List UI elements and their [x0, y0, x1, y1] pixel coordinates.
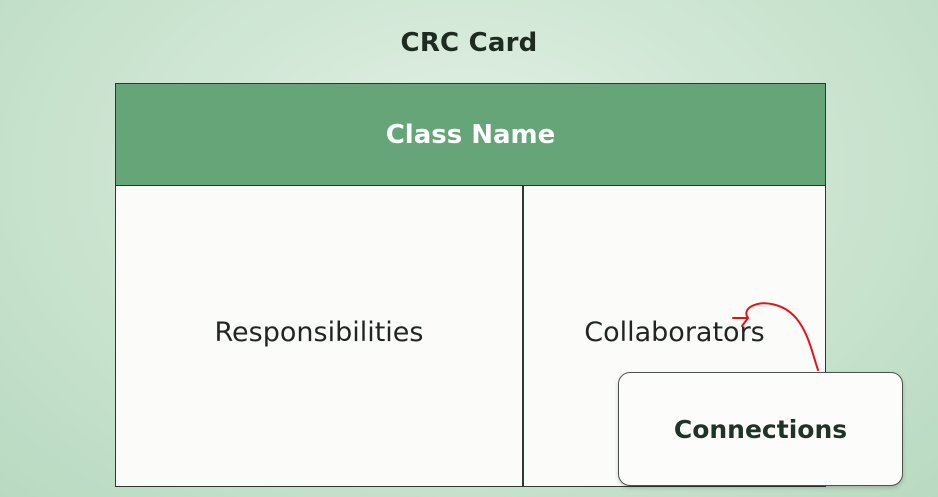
connections-callout: Connections: [618, 372, 903, 486]
crc-card: Class Name Responsibilities Collaborator…: [115, 83, 826, 487]
column-divider: [522, 186, 524, 486]
responsibilities-section: Responsibilities: [116, 186, 522, 486]
class-name-header: Class Name: [116, 84, 825, 186]
connections-label: Connections: [673, 414, 848, 444]
collaborators-label: Collaborators: [584, 316, 765, 348]
responsibilities-label: Responsibilities: [214, 316, 424, 348]
diagram-title: CRC Card: [400, 28, 538, 58]
